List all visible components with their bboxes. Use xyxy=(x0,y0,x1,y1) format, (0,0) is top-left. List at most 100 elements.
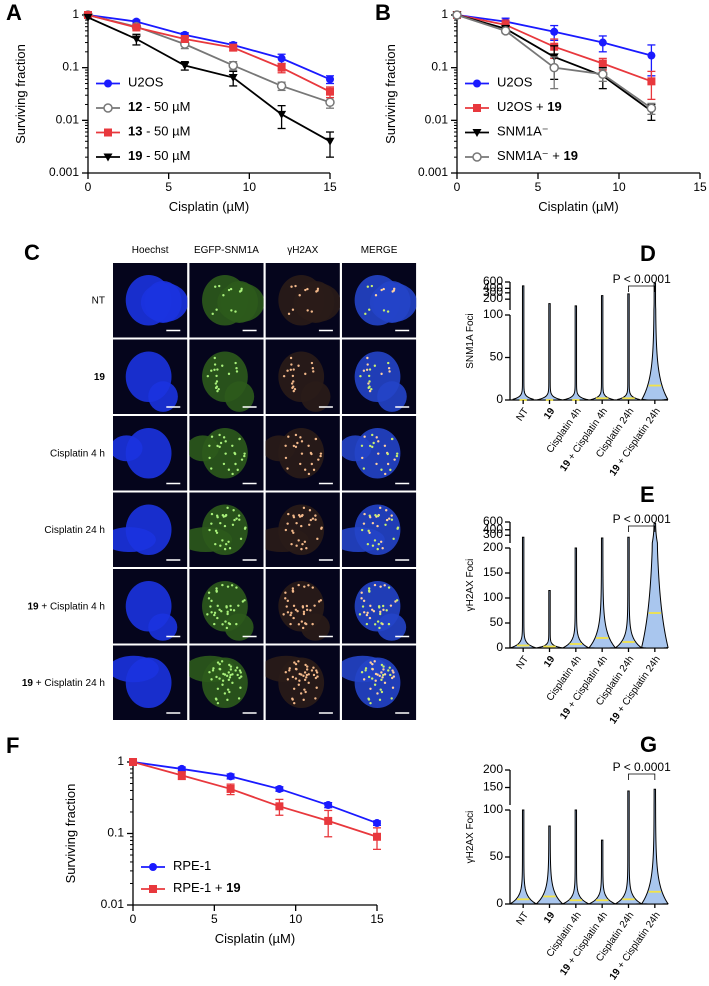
legend-marker xyxy=(149,863,157,871)
micrograph-content xyxy=(265,492,340,567)
data-point xyxy=(180,61,190,70)
micrograph-content xyxy=(113,263,188,338)
x-tick-label: 5 xyxy=(211,912,218,926)
focus xyxy=(311,517,315,520)
focus xyxy=(374,294,378,297)
focus xyxy=(305,676,308,679)
focus xyxy=(317,458,320,461)
legend-marker xyxy=(104,128,112,137)
focus xyxy=(387,517,391,520)
focus xyxy=(228,676,232,679)
text-run: γH2AX xyxy=(287,245,318,256)
data-point xyxy=(324,801,333,810)
focus xyxy=(372,441,375,445)
x-tick-label: 5 xyxy=(535,180,542,194)
focus xyxy=(231,444,234,448)
text-run: 0.1 xyxy=(107,826,124,840)
focus xyxy=(365,368,369,371)
y-tick-label: 50 xyxy=(490,350,504,364)
text-run: 15 xyxy=(693,180,707,194)
focus xyxy=(308,509,312,512)
focus xyxy=(299,692,303,695)
focus xyxy=(303,688,306,691)
focus xyxy=(217,387,220,391)
focus xyxy=(387,622,391,626)
focus xyxy=(237,514,241,517)
focus xyxy=(303,622,307,625)
focus xyxy=(379,585,382,588)
focus xyxy=(305,608,309,612)
focus xyxy=(390,514,393,517)
data-point xyxy=(326,75,334,84)
text-run: 19 xyxy=(22,677,34,688)
text-run: SNM1A⁻ xyxy=(497,124,549,139)
text-run: γH2AX Foci xyxy=(465,559,476,612)
focus xyxy=(306,665,309,668)
micrograph-content xyxy=(265,569,340,644)
y-axis-label: γH2AX Foci xyxy=(465,811,476,864)
y-tick-label: 600 xyxy=(483,274,503,288)
x-tick-label: 19 xyxy=(542,910,558,926)
focus xyxy=(376,547,379,551)
focus xyxy=(379,688,382,691)
focus xyxy=(382,665,385,668)
focus xyxy=(213,356,216,360)
annotation: P < 0.0001 xyxy=(613,512,671,526)
text-run: Cisplatin 24 h xyxy=(44,524,105,535)
focus xyxy=(224,542,228,546)
text-run: 19 xyxy=(128,148,142,163)
focus xyxy=(284,456,288,460)
text-run: 300 xyxy=(483,527,503,541)
nucleus xyxy=(189,655,236,683)
focus xyxy=(394,600,397,603)
text-run: RPE-1 + xyxy=(173,880,223,895)
text-run: 0 xyxy=(130,912,137,926)
focus xyxy=(303,468,307,471)
row-label: Cisplatin 24 h xyxy=(44,524,105,535)
focus xyxy=(368,389,372,393)
focus xyxy=(368,368,372,371)
focus xyxy=(290,363,293,366)
focus xyxy=(207,597,211,600)
row-label: Cisplatin 4 h xyxy=(50,448,105,459)
focus xyxy=(234,462,237,466)
nucleus xyxy=(113,655,159,683)
nucleus xyxy=(341,655,388,683)
focus xyxy=(363,512,366,516)
focus xyxy=(383,673,387,676)
micrograph xyxy=(189,645,264,720)
focus xyxy=(234,310,237,313)
micrograph xyxy=(341,263,417,338)
micrograph-content xyxy=(113,645,188,720)
data-point xyxy=(229,43,238,52)
nucleus xyxy=(189,435,219,462)
focus xyxy=(215,698,218,701)
data-point xyxy=(226,784,235,793)
focus xyxy=(367,386,370,390)
text-run: Cisplatin (µM) xyxy=(169,199,249,214)
focus xyxy=(234,669,237,672)
x-tick-label: 0 xyxy=(130,912,137,926)
text-run: SNM1A Foci xyxy=(465,313,476,369)
violin xyxy=(640,788,669,905)
focus xyxy=(367,529,370,533)
focus xyxy=(379,540,383,543)
focus xyxy=(224,620,227,623)
focus xyxy=(301,542,304,546)
legend-label: 13 - 50 µM xyxy=(128,124,190,139)
nucleus xyxy=(300,381,331,412)
text-run: 5 xyxy=(535,180,542,194)
focus xyxy=(291,587,295,590)
x-axis-label: Cisplatin (µM) xyxy=(215,931,295,946)
focus xyxy=(380,622,383,625)
focus xyxy=(240,675,243,678)
focus xyxy=(229,665,233,668)
focus xyxy=(210,467,213,470)
text-run: 0.1 xyxy=(62,60,79,74)
focus xyxy=(319,452,323,455)
focus xyxy=(303,678,307,682)
focus xyxy=(225,605,228,608)
series-line xyxy=(87,14,331,93)
focus xyxy=(231,681,234,685)
focus xyxy=(235,517,238,520)
